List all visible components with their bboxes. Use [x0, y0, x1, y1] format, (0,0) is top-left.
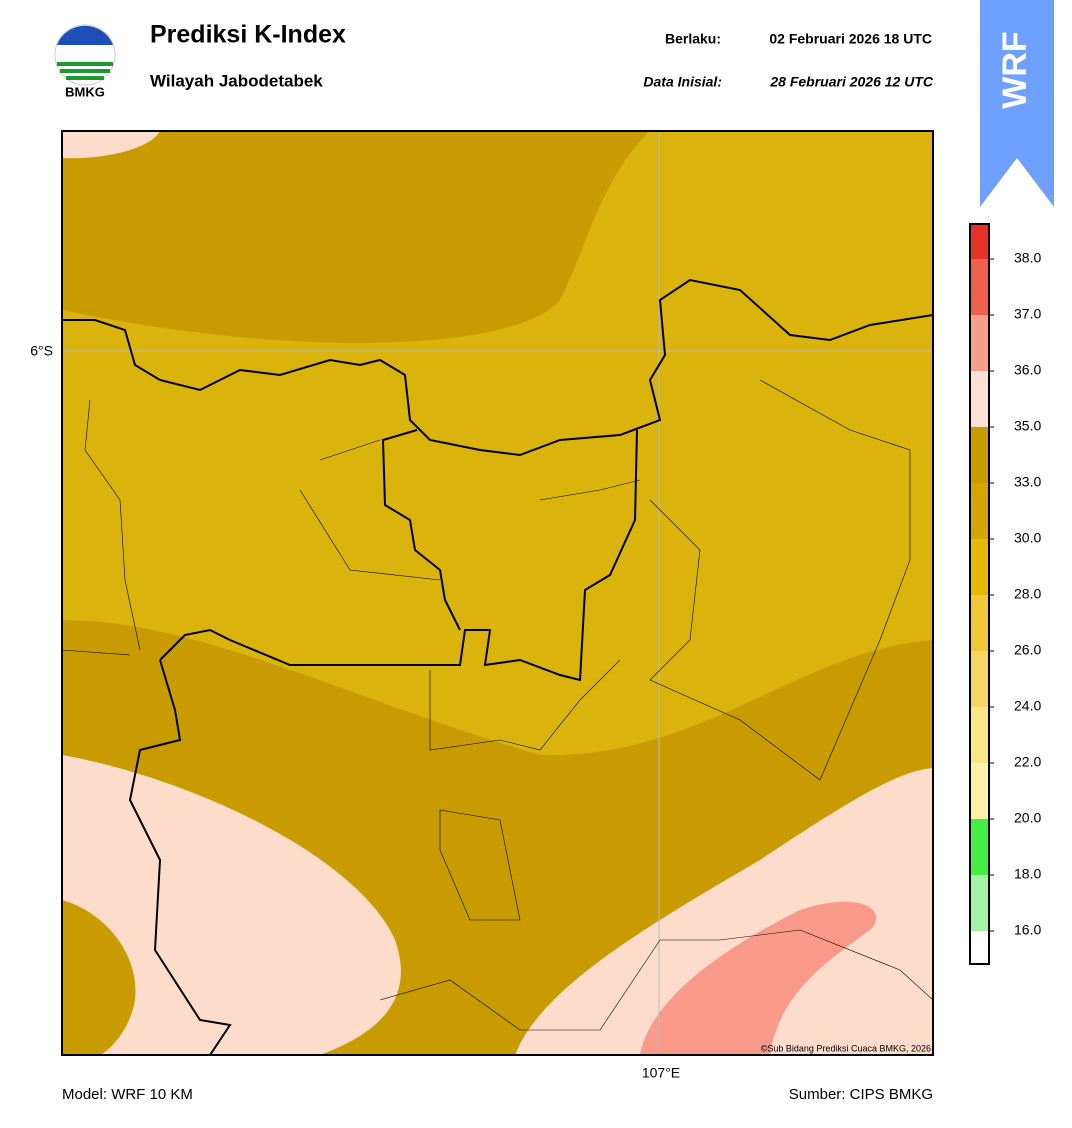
colorbar-segment — [970, 315, 989, 371]
logo: BMKG — [54, 24, 116, 99]
lon-label: 107°E — [642, 1065, 680, 1081]
colorbar-tick-label: 16.0 — [1014, 922, 1041, 938]
subtitle: Wilayah Jabodetabek — [150, 71, 323, 90]
colorbar-tick-label: 33.0 — [1014, 474, 1041, 490]
valid-time: 02 Februari 2026 18 UTC — [769, 31, 932, 47]
colorbar-tick-label: 20.0 — [1014, 810, 1041, 826]
colorbar-segment — [970, 259, 989, 315]
colorbar-tick-label: 18.0 — [1014, 866, 1041, 882]
colorbar-segment — [970, 483, 989, 539]
colorbar-segment — [970, 539, 989, 595]
badge-text: WRF — [996, 31, 1034, 108]
valid-label: Berlaku: — [665, 31, 721, 47]
source: Sumber: CIPS BMKG — [789, 1086, 933, 1103]
logo-text: BMKG — [65, 84, 105, 99]
colorbar-segment — [970, 595, 989, 651]
badge — [980, 0, 1054, 207]
colorbar-segment — [970, 707, 989, 763]
colorbar-segment — [970, 224, 989, 259]
colorbar-segment — [970, 371, 989, 427]
colorbar-tick-label: 28.0 — [1014, 586, 1041, 602]
init-label: Data Inisial: — [643, 74, 722, 90]
colorbar-tick-label: 37.0 — [1014, 306, 1041, 322]
colorbar-segment — [970, 427, 989, 483]
colorbar: 38.0 37.0 36.0 35.0 33.0 30.0 28.0 26.0 24.0 22.0… — [969, 223, 1041, 965]
colorbar-tick-label: 26.0 — [1014, 642, 1041, 658]
colorbar-tick-label: 22.0 — [1014, 754, 1041, 770]
colorbar-tick-label: 38.0 — [1014, 250, 1041, 266]
colorbar-tick-label: 35.0 — [1014, 418, 1041, 434]
copyright: ©Sub Bidang Prediksi Cuaca BMKG, 2026 — [761, 1043, 931, 1053]
colorbar-segment — [970, 875, 989, 931]
colorbar-tick-label: 30.0 — [1014, 530, 1041, 546]
map-field: ©Sub Bidang Prediksi Cuaca BMKG, 2026 — [62, 131, 933, 1055]
colorbar-segment — [970, 763, 989, 819]
colorbar-segment — [970, 931, 989, 964]
lat-label: 6°S — [30, 343, 53, 359]
colorbar-segment — [970, 819, 989, 875]
init-time: 28 Februari 2026 12 UTC — [769, 74, 934, 90]
colorbar-segment — [970, 651, 989, 707]
colorbar-tick-label: 24.0 — [1014, 698, 1041, 714]
title: Prediksi K-Index — [150, 21, 346, 49]
model: Model: WRF 10 KM — [62, 1086, 193, 1103]
colorbar-tick-label: 36.0 — [1014, 362, 1041, 378]
map-frame — [61, 130, 934, 1056]
colorbar-frame — [969, 223, 990, 965]
